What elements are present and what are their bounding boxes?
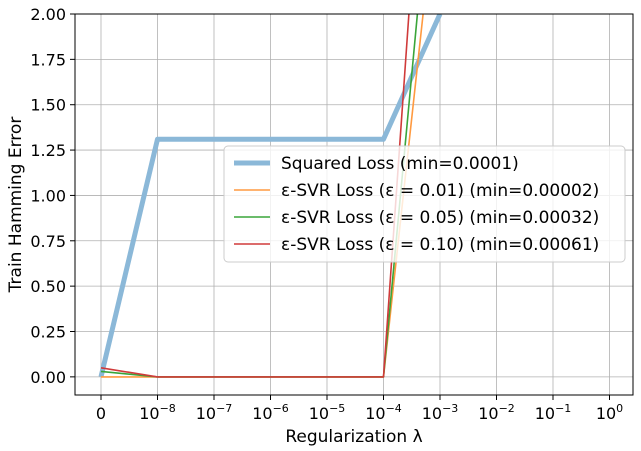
axis-ticks: 0 10−8 10−7 10−6 10−5 10−4 10−3 10−2 10−1 100 0.00… bbox=[30, 5, 623, 423]
legend: Squared Loss (min=0.0001) ε-SVR Loss (ε =… bbox=[223, 145, 626, 263]
x-tick-label: 0 bbox=[96, 404, 106, 423]
legend-entry: ε-SVR Loss (ε = 0.10) (min=0.00061) bbox=[281, 235, 599, 255]
y-tick-label: 0.00 bbox=[30, 368, 66, 387]
y-tick-label: 1.50 bbox=[30, 96, 66, 115]
legend-entry: Squared Loss (min=0.0001) bbox=[281, 154, 519, 174]
x-tick-label: 10−5 bbox=[309, 402, 346, 423]
y-tick-label: 2.00 bbox=[30, 5, 66, 24]
legend-entry: ε-SVR Loss (ε = 0.01) (min=0.00002) bbox=[281, 181, 599, 201]
x-tick-label: 10−1 bbox=[535, 402, 572, 423]
y-tick-label: 1.25 bbox=[30, 141, 66, 160]
x-tick-label: 10−7 bbox=[196, 402, 233, 423]
y-tick-label: 1.00 bbox=[30, 186, 66, 205]
y-tick-label: 1.75 bbox=[30, 50, 66, 69]
y-axis-label: Train Hamming Error bbox=[6, 117, 26, 294]
x-tick-label: 100 bbox=[596, 402, 623, 423]
x-tick-label: 10−6 bbox=[252, 402, 289, 423]
x-tick-label: 10−4 bbox=[365, 402, 402, 423]
x-tick-label: 10−3 bbox=[422, 402, 459, 423]
y-tick-label: 0.75 bbox=[30, 232, 66, 251]
y-tick-label: 0.50 bbox=[30, 277, 66, 296]
y-tick-label: 0.25 bbox=[30, 323, 66, 342]
legend-box bbox=[223, 145, 626, 263]
plot-frame bbox=[74, 13, 634, 396]
x-tick-label: 10−2 bbox=[478, 402, 515, 423]
legend-entry: ε-SVR Loss (ε = 0.05) (min=0.00032) bbox=[281, 208, 599, 228]
x-axis-label: Regularization λ bbox=[285, 427, 422, 447]
x-tick-label: 10−8 bbox=[139, 402, 176, 423]
